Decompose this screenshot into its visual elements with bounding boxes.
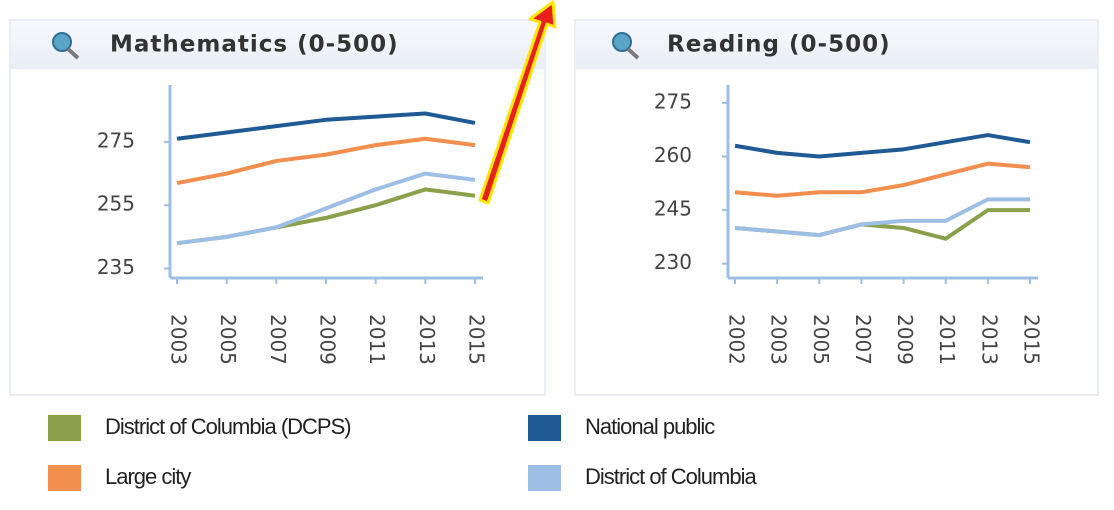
legend-swatch <box>528 465 561 491</box>
panel-header <box>11 21 544 69</box>
legend-item: National public <box>528 414 716 441</box>
legend-swatch <box>48 415 81 441</box>
legend-item: District of Columbia (DCPS) <box>48 414 352 441</box>
series-line <box>734 197 1030 238</box>
series-line <box>734 133 1031 159</box>
y-tick-label: 235 <box>97 255 135 279</box>
x-tick-label: 2011 <box>365 314 389 365</box>
series-line <box>176 111 476 141</box>
chart-title: Mathematics (0-500) <box>110 32 399 58</box>
magnifier-icon <box>52 32 80 60</box>
y-tick-label: 245 <box>654 197 692 221</box>
y-tick-label: 230 <box>654 250 692 274</box>
x-tick-label: 2007 <box>851 314 875 365</box>
legend-label: National public <box>585 414 715 439</box>
panel-frame <box>574 19 1099 396</box>
series-line <box>176 136 476 186</box>
x-tick-label: 2013 <box>977 314 1001 365</box>
series-line <box>176 171 476 246</box>
x-tick-label: 2015 <box>1020 314 1044 365</box>
magnifier-icon <box>612 32 640 60</box>
panel-header <box>576 21 1097 69</box>
x-tick-label: 2013 <box>415 314 439 365</box>
x-tick-label: 2009 <box>316 314 340 365</box>
legend-item: Large city <box>48 464 192 491</box>
x-tick-label: 2003 <box>167 314 191 365</box>
legend-label: District of Columbia <box>585 464 757 489</box>
legend-swatch <box>528 415 561 441</box>
panel-reading: Reading (0-500) <box>574 19 1099 396</box>
x-tick-label: 2015 <box>465 314 489 365</box>
y-tick-label: 275 <box>97 128 135 152</box>
panel-math: Mathematics (0-500) <box>9 19 546 396</box>
legend-item: District of Columbia <box>528 464 758 491</box>
x-tick-label: 2011 <box>935 314 959 365</box>
chart-title: Reading (0-500) <box>667 32 891 58</box>
x-tick-label: 2005 <box>216 314 240 365</box>
legend-swatch <box>48 465 81 491</box>
x-tick-label: 2007 <box>266 314 290 365</box>
annotation-arrow <box>478 0 557 205</box>
x-tick-label: 2003 <box>767 314 791 365</box>
y-tick-label: 275 <box>654 89 692 113</box>
series-line <box>734 161 1031 198</box>
y-tick-label: 255 <box>97 192 135 216</box>
y-tick-label: 260 <box>654 143 692 167</box>
x-tick-label: 2009 <box>893 314 917 365</box>
legend-label: District of Columbia (DCPS) <box>105 414 351 439</box>
x-tick-label: 2005 <box>809 314 833 365</box>
x-tick-label: 2002 <box>725 314 749 365</box>
legend-label: Large city <box>105 464 191 489</box>
panel-frame <box>9 19 546 396</box>
